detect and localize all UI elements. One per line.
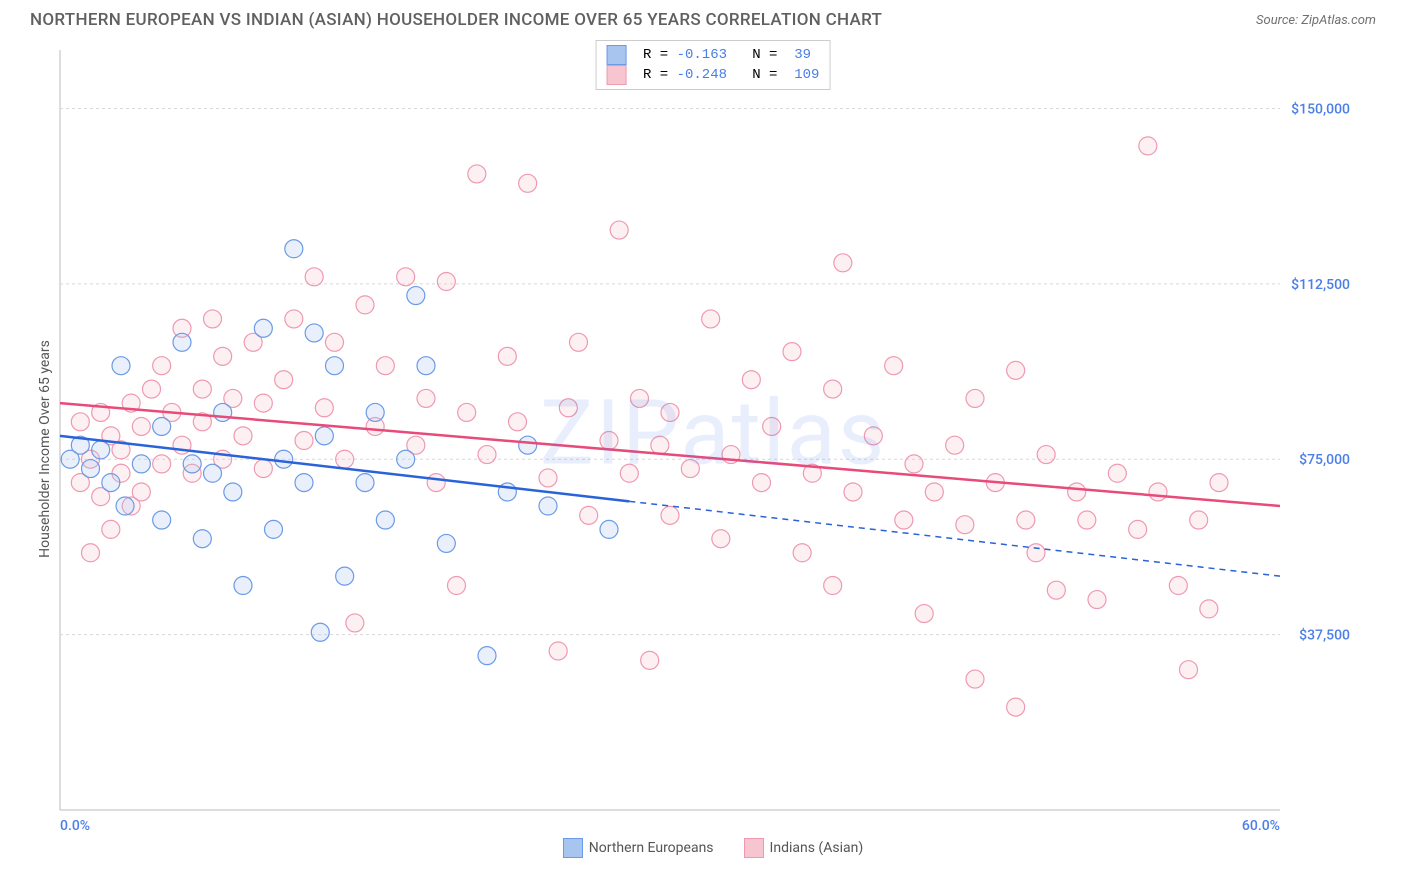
- correlation-stats-box: R = -0.163 N = 39 R = -0.248 N = 109: [596, 40, 831, 90]
- chart-title: NORTHERN EUROPEAN VS INDIAN (ASIAN) HOUS…: [30, 10, 882, 30]
- legend-item: Indians (Asian): [744, 838, 864, 858]
- scatter-plot-svg: $37,500 $75,000 $112,500 $150,000 0.0% 60.0%: [50, 40, 1360, 830]
- legend-item: Northern Europeans: [563, 838, 714, 858]
- legend-bottom: Northern Europeans Indians (Asian): [50, 838, 1376, 858]
- plot-area: Householder Income Over 65 years ZIPatla…: [50, 40, 1376, 858]
- title-bar: NORTHERN EUROPEAN VS INDIAN (ASIAN) HOUS…: [0, 0, 1406, 35]
- svg-text:0.0%: 0.0%: [60, 818, 90, 830]
- svg-text:$37,500: $37,500: [1299, 627, 1350, 644]
- legend-swatch: [563, 838, 583, 858]
- source-attribution: Source: ZipAtlas.com: [1256, 13, 1376, 28]
- svg-text:$112,500: $112,500: [1291, 276, 1350, 293]
- legend-label: Northern Europeans: [589, 840, 714, 856]
- svg-text:$150,000: $150,000: [1291, 100, 1350, 117]
- svg-text:60.0%: 60.0%: [1242, 818, 1280, 830]
- stats-row: R = -0.163 N = 39: [607, 45, 820, 65]
- legend-swatch: [607, 45, 627, 65]
- legend-label: Indians (Asian): [770, 840, 864, 856]
- svg-text:$75,000: $75,000: [1299, 451, 1350, 468]
- legend-swatch: [607, 65, 627, 85]
- stats-row: R = -0.248 N = 109: [607, 65, 820, 85]
- legend-swatch: [744, 838, 764, 858]
- y-axis-label: Householder Income Over 65 years: [37, 340, 53, 558]
